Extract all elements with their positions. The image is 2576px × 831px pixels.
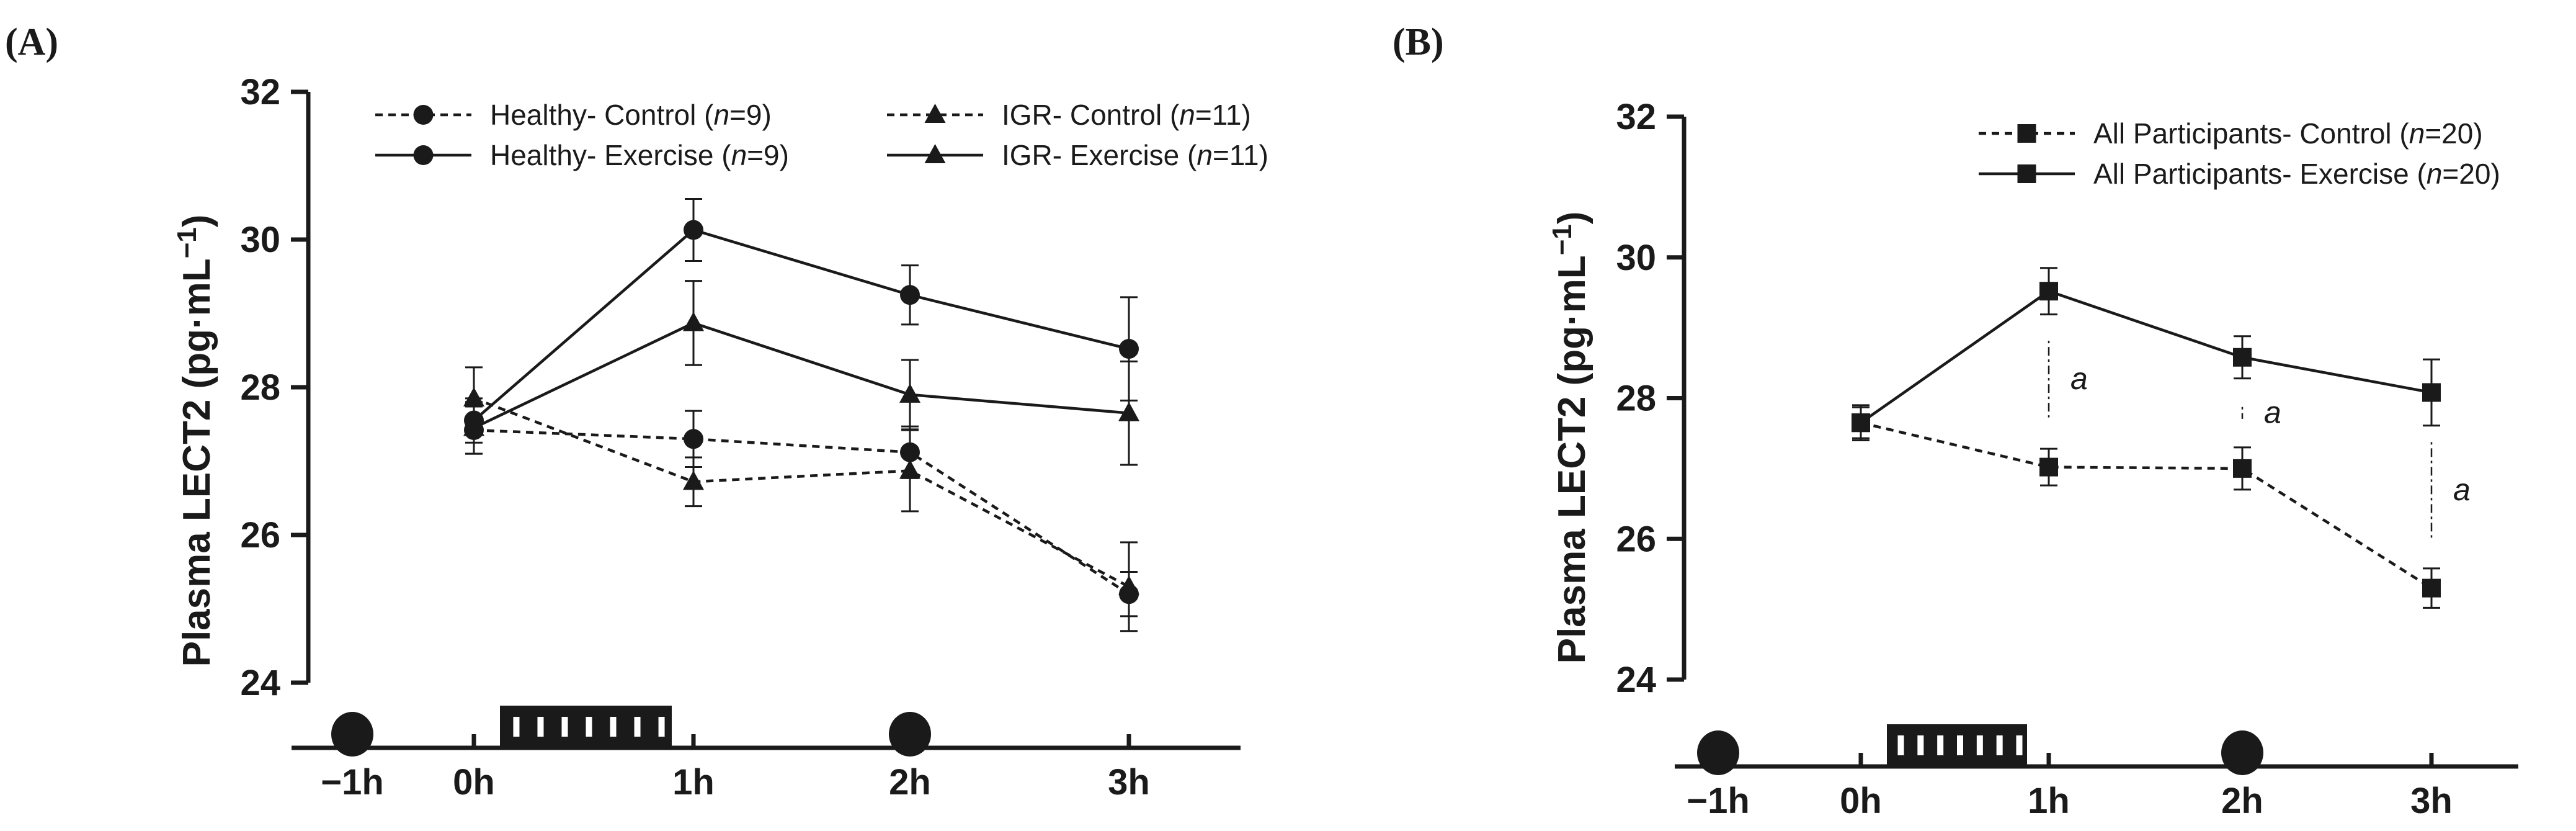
y-tick-label: 28: [1616, 379, 1656, 419]
legend-label: IGR- Control (n=11): [1002, 99, 1251, 131]
series-line: [473, 428, 1130, 596]
series-line: [473, 321, 1130, 429]
significance-label: a: [2070, 361, 2088, 396]
meal-icon: [331, 712, 373, 757]
legend-marker: [413, 145, 434, 165]
legend-label: Healthy- Exercise (n=9): [490, 139, 789, 171]
exercise-bout-stripe: [1897, 735, 1904, 755]
y-tick-label: 28: [240, 367, 280, 408]
data-point: [900, 285, 920, 305]
y-tick-label: 32: [1616, 97, 1656, 137]
exercise-bout-stripe: [1996, 735, 2003, 755]
exercise-bout-stripe: [513, 717, 520, 737]
data-point: [1118, 402, 1139, 421]
x-tick-label: 2h: [2221, 781, 2263, 821]
y-tick-label: 30: [1616, 238, 1656, 278]
significance-label: a: [2264, 395, 2281, 429]
y-tick-label: 24: [1616, 660, 1656, 700]
series-line: [473, 228, 1130, 422]
x-tick-label: 3h: [1108, 762, 1150, 802]
data-point: [899, 383, 920, 403]
exercise-bout-stripe: [634, 717, 641, 737]
panel-b-y-axis-label: Plasma LECT2 (pg·mL−1): [1547, 212, 1593, 664]
meal-icon: [2221, 730, 2263, 775]
y-tick-label: 24: [240, 663, 280, 703]
legend-label: IGR- Exercise (n=11): [1002, 139, 1268, 171]
series-line: [473, 397, 1130, 588]
data-point: [463, 416, 484, 436]
x-tick-label: 1h: [672, 762, 715, 802]
legend-marker: [924, 144, 946, 163]
panel-a-label: (A): [5, 21, 58, 63]
data-point: [2233, 459, 2252, 478]
panel-a-y-axis-label: Plasma LECT2 (pg·mL−1): [172, 215, 218, 667]
legend-marker: [924, 104, 946, 123]
data-point: [899, 459, 920, 479]
x-tick-label: −1h: [1687, 781, 1750, 821]
exercise-bout-stripe: [1917, 735, 1924, 755]
legend-marker: [2017, 124, 2036, 143]
data-point: [2422, 383, 2441, 402]
data-point: [2233, 348, 2252, 367]
data-point: [683, 470, 704, 490]
data-point: [684, 429, 703, 449]
panel-b-label: (B): [1393, 21, 1444, 63]
x-tick-label: −1h: [321, 762, 384, 802]
x-tick-label: 1h: [2028, 781, 2070, 821]
data-point: [1118, 575, 1139, 595]
x-tick-label: 0h: [1840, 781, 1882, 821]
legend-label: All Participants- Exercise (n=20): [2093, 158, 2500, 190]
y-tick-label: 26: [1616, 519, 1656, 559]
legend-label: All Participants- Control (n=20): [2093, 117, 2483, 150]
data-point: [1119, 339, 1139, 359]
exercise-bout-stripe: [1957, 735, 1963, 755]
series-line: [1860, 421, 2433, 590]
exercise-bout-stripe: [586, 717, 592, 737]
panel-b: (B) Plasma LECT2 (pg·mL−1) 24 26 28 30 32 −1h…: [1393, 21, 2518, 821]
data-point: [684, 220, 703, 240]
x-tick-label: 0h: [453, 762, 495, 802]
exercise-bout-stripe: [610, 717, 617, 737]
legend-marker: [2017, 164, 2036, 183]
exercise-bout-stripe: [537, 717, 544, 737]
panel-a: (A) Plasma LECT2 (pg·mL−1) 24 26 28 30 32 −1h…: [5, 21, 1268, 802]
data-point: [1852, 413, 1870, 433]
y-tick-label: 30: [240, 220, 280, 260]
significance-label: a: [2453, 472, 2471, 507]
exercise-bout-stripe: [658, 717, 665, 737]
y-tick-label: 32: [240, 72, 280, 112]
x-tick-label: 2h: [889, 762, 931, 802]
exercise-bout-stripe: [2016, 735, 2023, 755]
data-point: [2422, 578, 2441, 598]
y-tick-label: 26: [240, 515, 280, 555]
exercise-bout-stripe: [561, 717, 568, 737]
x-tick-label: 3h: [2410, 781, 2453, 821]
legend-label: Healthy- Control (n=9): [490, 99, 772, 131]
data-point: [683, 312, 704, 331]
data-point: [2039, 282, 2058, 301]
meal-icon: [889, 712, 931, 757]
meal-icon: [1697, 730, 1739, 775]
exercise-bout-stripe: [1976, 735, 1983, 755]
exercise-bout-stripe: [1937, 735, 1944, 755]
series-line: [1860, 289, 2432, 424]
data-point: [2039, 457, 2058, 477]
legend-marker: [413, 105, 434, 125]
